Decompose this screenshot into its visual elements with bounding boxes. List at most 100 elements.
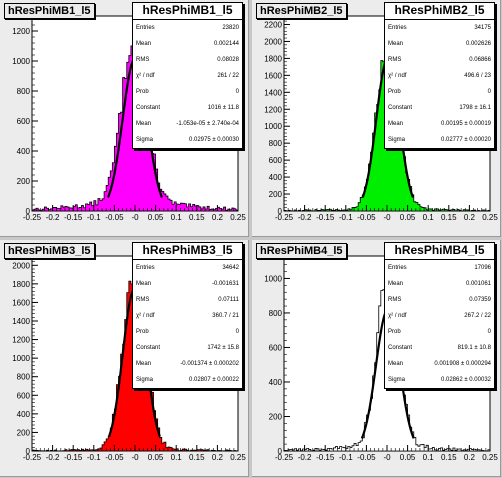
x-tick-label: 0.2 [212,453,224,462]
stats-value: 0.06866 [469,57,491,63]
stats-value: 17096 [474,265,491,271]
stats-value: 0 [235,329,239,335]
stats-value: -1.053e-05 ± 2.740e-04 [176,121,239,127]
stats-key: Mean [136,281,152,287]
x-tick-label: 0.1 [423,453,435,462]
stats-key: RMS [136,297,150,303]
x-tick-label: -0.15 [316,453,335,462]
x-tick-label: 0.05 [400,213,416,222]
x-tick-label: 0.25 [230,213,246,222]
y-tick-label: 1600 [12,298,30,307]
stats-key: χ² / ndf [136,313,155,319]
x-tick-label: -0.05 [357,453,376,462]
y-tick-label: 1200 [264,105,282,114]
stats-value: 1742 ± 15.8 [207,345,239,351]
stats-row: Prob 0 [385,84,494,100]
stats-row: χ² / ndf 496.6 / 23 [385,68,494,84]
stats-row: RMS 0.06866 [385,52,494,68]
stats-row: Mean 0.00195 ± 0.00019 [385,116,494,132]
stats-row: Mean 0.001908 ± 0.000294 [385,356,494,372]
x-tick-label: -0.05 [357,213,376,222]
x-tick-label: -0.15 [64,453,83,462]
y-tick-label: 200 [269,412,283,421]
stats-value: 0.001908 ± 0.000294 [434,361,491,367]
y-tick-label: 200 [17,177,31,186]
pad-mb2[interactable]: 0 200 400 600 800 1000 1200 1400 1600 1800 2000 220… [252,0,501,237]
x-tick-label: 0.1 [423,213,435,222]
pad-mb3[interactable]: 0 200 400 600 800 1000 1200 1400 1600 1800 2000 -0.… [0,240,249,477]
x-tick-label: -0.25 [275,453,294,462]
x-tick-label: -0.05 [105,213,124,222]
stats-title: hResPhiMB3_l5 [133,243,242,260]
stats-box: hResPhiMB1_l5 Entries 23820 Mean 0.002144 RM… [132,2,243,149]
stats-row: RMS 0.07359 [385,292,494,308]
y-tick-label: 1400 [12,317,30,326]
x-tick-label: -0.25 [275,213,294,222]
stats-value: 34175 [474,25,491,31]
stats-key: Sigma [388,137,406,143]
stats-key: Mean [388,361,404,367]
stats-key: Sigma [388,377,406,383]
stats-value: 0.00195 ± 0.00019 [440,121,491,127]
y-tick-label: 1200 [12,336,30,345]
stats-key: Mean [388,281,404,287]
x-tick-label: 0.25 [230,453,246,462]
y-tick-label: 800 [17,373,31,382]
stats-row: Mean -1.053e-05 ± 2.740e-04 [133,116,242,132]
y-tick-label: 600 [269,156,283,165]
stats-key: Sigma [136,377,154,383]
y-tick-label: 2000 [12,261,30,270]
pad-mb4[interactable]: 0 200 400 600 800 1000 -0.25 -0.2 -0.15 -0.1 -0.05… [252,240,501,477]
stats-title: hResPhiMB2_l5 [385,3,494,20]
stats-row: Prob 0 [385,324,494,340]
stats-title: hResPhiMB4_l5 [385,243,494,260]
x-tick-label: -0.1 [87,453,101,462]
x-tick-label: 0.15 [189,213,205,222]
x-tick-label: 0.1 [171,213,183,222]
stats-row: Prob 0 [133,84,242,100]
stats-key: Prob [136,329,149,335]
stats-row: Mean -0.001631 [133,276,242,292]
stats-value: 0.08028 [217,57,239,63]
stats-key: RMS [388,297,402,303]
stats-value: 0.002144 [213,41,239,47]
stats-key: Mean [388,121,404,127]
stats-value: 0.02862 ± 0.00032 [440,377,491,383]
stats-value: 0 [235,89,239,95]
y-tick-label: 0 [26,207,31,216]
y-tick-label: 800 [269,139,283,148]
stats-value: 34642 [222,265,239,271]
y-tick-label: 400 [17,147,31,156]
y-tick-label: 0 [278,207,283,216]
y-tick-label: 2000 [264,37,282,46]
stats-box: hResPhiMB4_l5 Entries 17096 Mean 0.001061 RM… [384,242,495,389]
stats-key: χ² / ndf [388,73,407,79]
stats-value: 360.7 / 21 [212,313,239,319]
stats-row: Sigma 0.02777 ± 0.00020 [385,132,494,148]
stats-box: hResPhiMB3_l5 Entries 34642 Mean -0.001631 R… [132,242,243,389]
y-tick-label: 1400 [264,88,282,97]
y-tick-label: 600 [269,343,283,352]
stats-title: hResPhiMB1_l5 [133,3,242,20]
y-tick-label: 1800 [12,280,30,289]
stats-key: Sigma [136,137,154,143]
x-tick-label: -0.2 [46,453,60,462]
stats-value: 0.07111 [218,297,239,303]
stats-value: 261 / 22 [217,73,239,79]
stats-row: Entries 34642 [133,260,242,276]
y-tick-label: 1600 [264,71,282,80]
x-tick-label: 0.25 [482,453,498,462]
stats-row: RMS 0.08028 [133,52,242,68]
pad-mb1[interactable]: 0 200 400 600 800 1000 1200 -0.25 -0.2 -0.15 -0.1-… [0,0,249,237]
stats-key: Constant [388,345,413,351]
stats-value: 0 [487,89,491,95]
stats-value: 267.2 / 22 [464,313,491,319]
stats-value: 0.02777 ± 0.00020 [440,137,491,143]
x-tick-label: 0.05 [148,453,164,462]
stats-key: Prob [388,329,401,335]
y-tick-label: 200 [269,190,283,199]
x-tick-label: -0.15 [64,213,83,222]
x-tick-label: -0.1 [87,213,101,222]
stats-key: RMS [388,57,402,63]
stats-key: Mean [136,41,152,47]
